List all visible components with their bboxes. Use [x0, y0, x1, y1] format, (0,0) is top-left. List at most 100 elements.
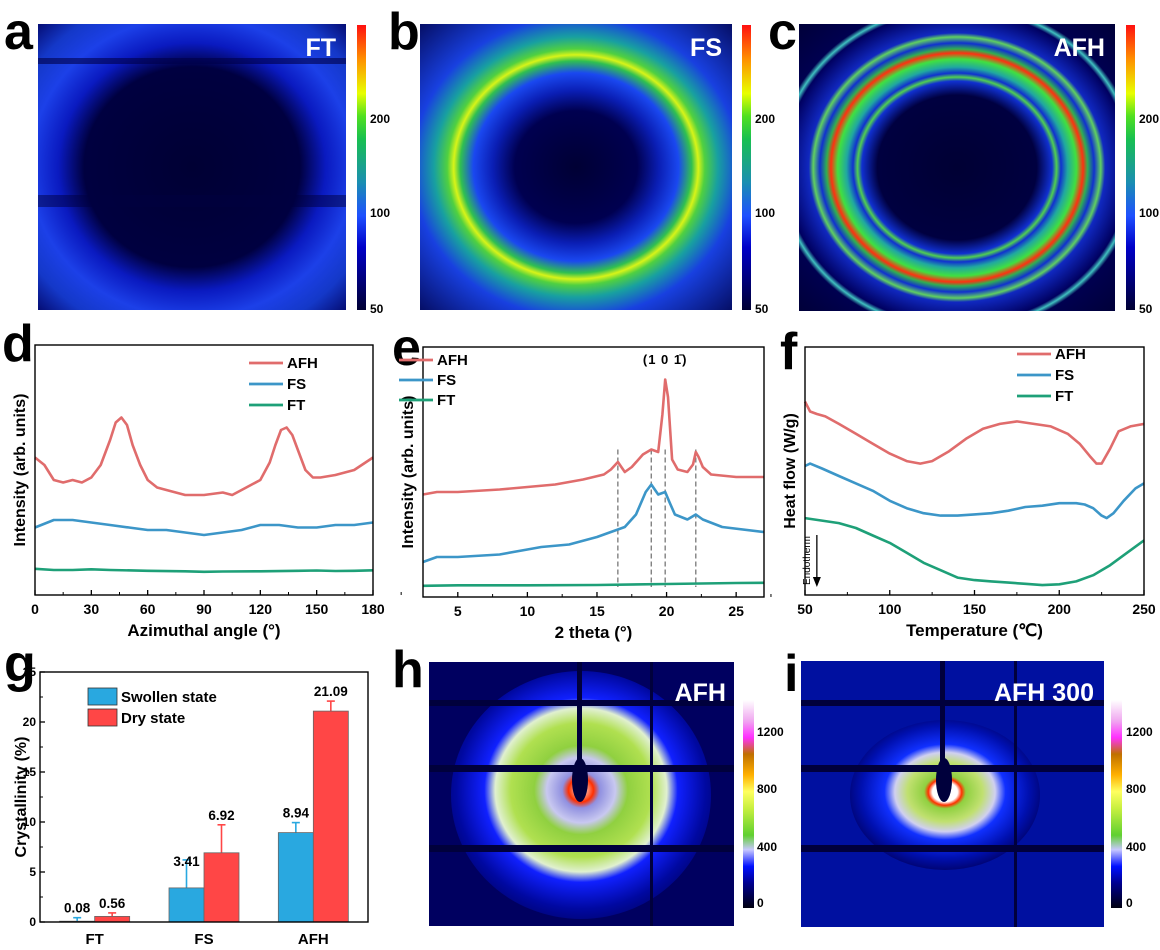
- heatmap-title: AFH: [1054, 34, 1105, 62]
- beamstop: [572, 758, 588, 802]
- detector-gap: [1014, 661, 1017, 927]
- x-axis-label: 2 theta (°): [555, 623, 633, 642]
- colorbar-tick: 200: [1139, 112, 1159, 126]
- x-tick-label: 90: [196, 601, 212, 617]
- colorbar-tick: 200: [370, 112, 390, 126]
- beamstop: [936, 758, 952, 802]
- legend-label: FT: [287, 397, 305, 414]
- x-axis-label: Temperature (℃): [906, 621, 1043, 640]
- y-tick-label: 20: [23, 715, 37, 729]
- colorbar-tick: 100: [370, 206, 390, 220]
- panel-label-c: c: [768, 3, 797, 61]
- bar-chart-g: 0.08 0.56 FT 3.41 6.92 FS 8.94 21.09 AFH 0 5 10 15 20…: [13, 665, 369, 948]
- panel-label-h: h: [392, 641, 424, 699]
- legend-swatch: [87, 687, 118, 706]
- legend-label: Dry state: [121, 710, 185, 727]
- x-category-label: FS: [194, 931, 213, 948]
- x-tick-label: 20: [659, 603, 675, 619]
- bar-swollen-state: [277, 832, 314, 923]
- saxs-patterns: AFH 1200 800 400 0 AFH 300 1200 800 400 …: [429, 661, 1153, 927]
- bar-dry-state: [203, 852, 240, 923]
- legend-label: FS: [1055, 367, 1074, 384]
- panel-label-g: g: [4, 635, 36, 693]
- detector-gap: [801, 700, 1104, 706]
- y-axis-label: Crystallinity (%): [13, 737, 30, 858]
- x-tick-label: 60: [140, 601, 156, 617]
- panel-label-a: a: [4, 3, 33, 61]
- plot-frame: [34, 344, 374, 596]
- x-tick-label: 250: [1132, 601, 1156, 617]
- plot-frame: [804, 346, 1145, 596]
- x-tick-label: 50: [797, 601, 813, 617]
- y-tick-label: 15: [23, 765, 37, 779]
- line-chart-f: 50 100 150 200 250 Temperature (℃) Heat flow (…: [782, 346, 1156, 640]
- colorbar-tick: 200: [755, 112, 775, 126]
- legend-label: AFH: [437, 352, 468, 369]
- bar-value-label: 3.41: [173, 854, 200, 869]
- heatmap-title: AFH 300: [994, 679, 1094, 707]
- series-line-fs: [422, 483, 765, 564]
- x-category-label: AFH: [298, 931, 329, 948]
- panel-label-b: b: [388, 3, 420, 61]
- heatmap-saxs-afh-300: AFH 300 1200 800 400 0: [801, 661, 1153, 927]
- panel-label-e: e: [392, 319, 421, 377]
- annotation-text: Endotherm: [802, 536, 813, 585]
- bar-value-label: 8.94: [283, 806, 310, 821]
- x-category-label: FT: [86, 931, 104, 948]
- colorbar-tick: 50: [755, 302, 769, 316]
- heatmap-ft: FT 200 100 50: [38, 24, 390, 316]
- x-tick-label: 100: [878, 601, 902, 617]
- x-tick-label: 15: [589, 603, 605, 619]
- bar-value-label: 0.56: [99, 896, 126, 911]
- colorbar-tick: 100: [755, 206, 775, 220]
- y-tick-label: 0: [29, 915, 36, 929]
- series-line-ft: [804, 516, 1145, 587]
- panel-label-f: f: [780, 323, 798, 381]
- heatmap-image: [38, 24, 346, 310]
- line-charts: 0 30 60 90 120 150 180 Azimuthal angle (°) Inten…: [12, 344, 1156, 642]
- x-tick-label: 120: [249, 601, 273, 617]
- waxs-patterns: FT 200 100 50 FS 200 100 50 AFH 200 100 …: [38, 24, 1159, 316]
- colorbar-tick: 50: [1139, 302, 1153, 316]
- y-tick-label: 5: [29, 865, 36, 879]
- panel-label-d: d: [2, 315, 34, 373]
- y-axis-label: Heat flow (W/g): [782, 413, 799, 529]
- heatmap-image: [420, 24, 732, 310]
- series-line-afh: [34, 416, 374, 497]
- heatmap-title: FS: [690, 34, 722, 62]
- colorbar: [1126, 25, 1135, 310]
- colorbar-tick: 1200: [1126, 725, 1153, 739]
- colorbar-tick: 0: [757, 896, 764, 910]
- bar-chart-crystallinity: 0.08 0.56 FT 3.41 6.92 FS 8.94 21.09 AFH 0 5 10 15 20…: [13, 665, 369, 948]
- heatmap-image: [799, 24, 1115, 311]
- x-tick-label: 180: [361, 601, 385, 617]
- detector-gap: [38, 195, 346, 207]
- heatmap-afh: AFH 200 100 50: [799, 24, 1159, 316]
- legend-label: Swollen state: [121, 689, 217, 706]
- colorbar: [742, 25, 751, 310]
- legend-label: FT: [437, 392, 455, 409]
- x-tick-label: 25: [728, 603, 744, 619]
- plot-frame: [422, 346, 765, 598]
- series-line-afh: [803, 401, 1145, 465]
- peak-annotation: (1 0 1̄): [643, 352, 688, 367]
- x-tick-label: 150: [305, 601, 329, 617]
- colorbar-tick: 400: [1126, 840, 1146, 854]
- colorbar-tick: 0: [1126, 896, 1133, 910]
- y-axis-label: Intensity (arb. units): [12, 394, 29, 547]
- y-tick-label: 10: [23, 815, 37, 829]
- legend-label: FT: [1055, 388, 1073, 405]
- detector-gap: [801, 845, 1104, 852]
- colorbar-tick: 1200: [757, 725, 784, 739]
- heatmap-fs: FS 200 100 50: [420, 24, 775, 316]
- colorbar: [357, 25, 366, 310]
- colorbar-tick: 800: [1126, 782, 1146, 796]
- series-line-afh: [422, 378, 764, 496]
- y-tick-label: 25: [23, 665, 37, 679]
- y-axis-label: Intensity (arb. units): [400, 396, 417, 549]
- legend-label: AFH: [287, 355, 318, 372]
- line-chart-d: 0 30 60 90 120 150 180 Azimuthal angle (°) Inten…: [12, 344, 402, 640]
- detector-gap: [801, 765, 1104, 772]
- detector-gap: [650, 662, 653, 926]
- colorbar: [743, 700, 754, 908]
